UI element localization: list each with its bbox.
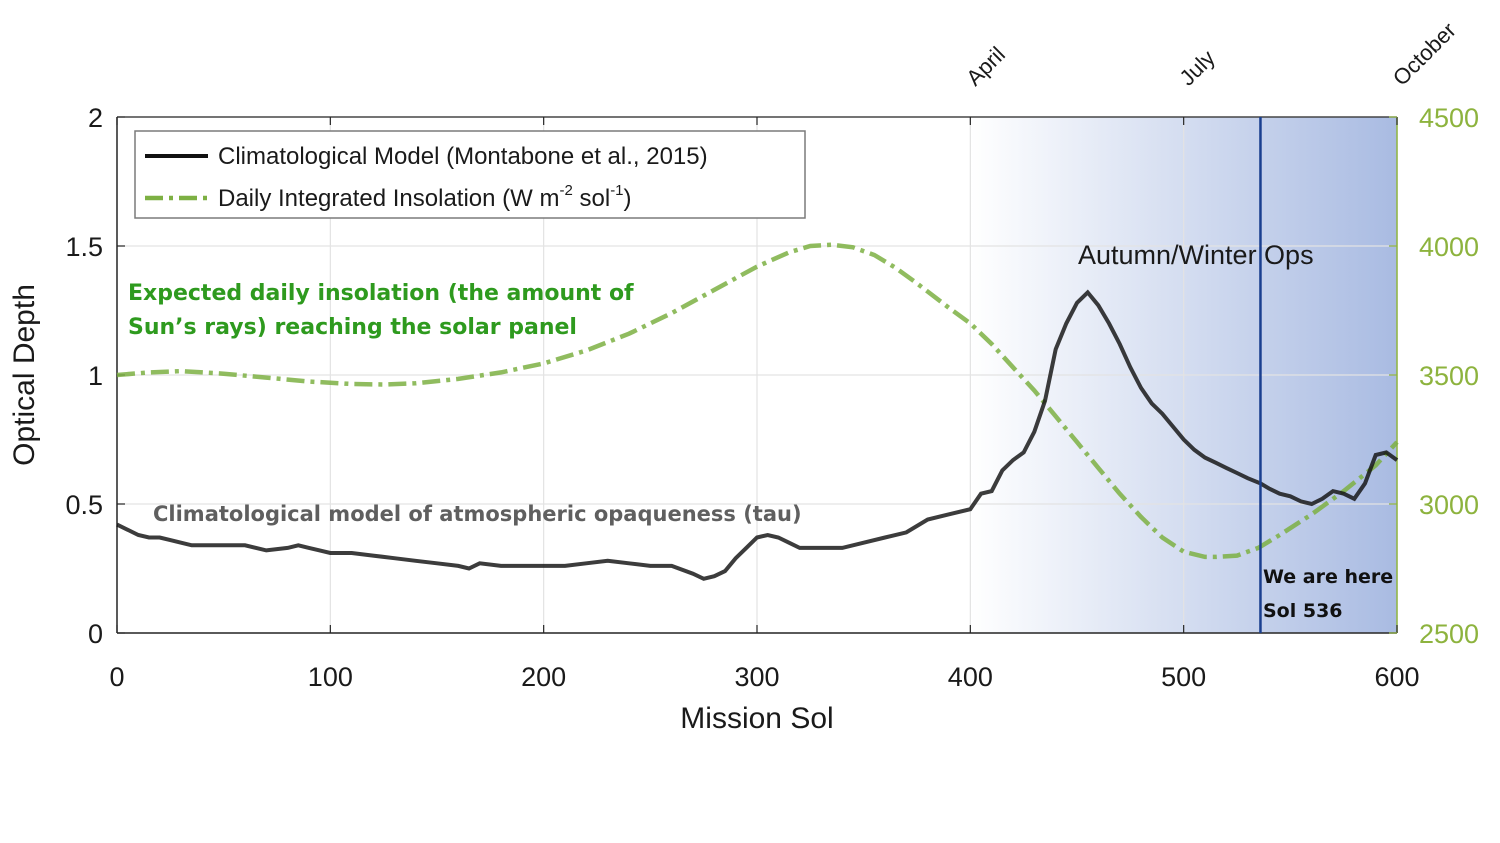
y-axis-title: Optical Depth bbox=[8, 284, 41, 466]
y-tick-label: 2 bbox=[88, 103, 103, 133]
y-tick-labels: 0 0.5 1 1.5 2 bbox=[65, 103, 103, 649]
climatological-model-series-line bbox=[116, 289, 1399, 581]
y-tick-label: 1.5 bbox=[65, 232, 103, 262]
insolation-series-line bbox=[116, 242, 1399, 560]
tau-annotation: Climatological model of atmospheric opaq… bbox=[153, 502, 802, 526]
legend-label-insolation: Daily Integrated Insolation (W m-2 sol-1… bbox=[218, 182, 632, 212]
month-tick-labels: April July October bbox=[961, 18, 1461, 91]
y-tick-label: 0 bbox=[88, 619, 103, 649]
legend-label-tau: Climatological Model (Montabone et al., … bbox=[218, 143, 708, 170]
x-tick-label: 600 bbox=[1374, 662, 1419, 692]
legend-box bbox=[134, 130, 806, 219]
x-tick-label: 0 bbox=[109, 662, 124, 692]
y2-tick-label: 3500 bbox=[1419, 361, 1479, 391]
y2-tick-label: 3000 bbox=[1419, 490, 1479, 520]
y2-tick-label: 2500 bbox=[1419, 619, 1479, 649]
season-annotation: Autumn/Winter Ops bbox=[1078, 240, 1314, 270]
y-tick-label: 0.5 bbox=[65, 490, 103, 520]
x-tick-label: 500 bbox=[1161, 662, 1206, 692]
x-tick-label: 400 bbox=[948, 662, 993, 692]
insolation-annotation-line1: Expected daily insolation (the amount of bbox=[128, 281, 634, 306]
x-axis-title: Mission Sol bbox=[680, 702, 833, 735]
marker-label-line1: We are here bbox=[1263, 566, 1393, 588]
insolation-annotation-line2: Sun’s rays) reaching the solar panel bbox=[128, 315, 577, 340]
month-label: October bbox=[1388, 18, 1461, 91]
y-tick-label: 1 bbox=[88, 361, 103, 391]
y2-tick-labels: 2500 3000 3500 4000 4500 bbox=[1419, 103, 1479, 649]
y2-tick-label: 4000 bbox=[1419, 232, 1479, 262]
x-tick-label: 100 bbox=[308, 662, 353, 692]
marker-label-line2: Sol 536 bbox=[1263, 600, 1343, 622]
x-tick-labels: 0 100 200 300 400 500 600 bbox=[109, 662, 1419, 692]
month-label: April bbox=[961, 42, 1010, 91]
month-label: July bbox=[1175, 45, 1220, 90]
x-tick-label: 300 bbox=[734, 662, 779, 692]
y2-tick-label: 4500 bbox=[1419, 103, 1479, 133]
legend: Climatological Model (Montabone et al., … bbox=[134, 130, 806, 219]
x-tick-label: 200 bbox=[521, 662, 566, 692]
